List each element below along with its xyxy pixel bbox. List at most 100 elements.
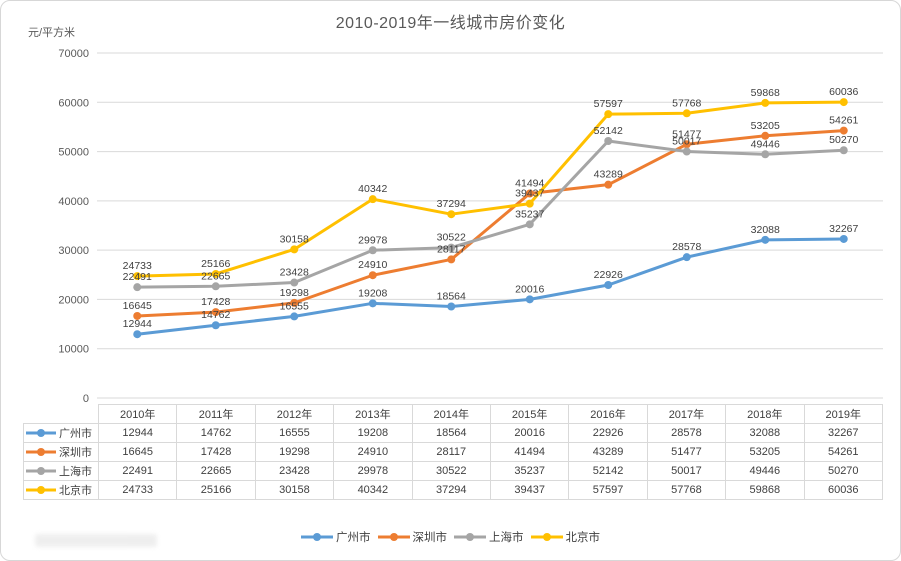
data-label: 17428 <box>201 296 230 308</box>
table-header-cell: 2011年 <box>176 404 256 424</box>
series-line-1 <box>135 129 846 318</box>
legend-line-icon <box>26 429 56 437</box>
data-point-marker <box>604 110 613 119</box>
table-corner-cell <box>24 405 99 424</box>
table-cell: 30522 <box>411 461 491 481</box>
data-label: 22665 <box>201 270 230 282</box>
data-point-marker <box>211 308 220 317</box>
legend-line-icon <box>26 486 56 494</box>
table-row: 广州市 12944 14762 16555 19208 18564 20016 22926 28… <box>23 423 884 443</box>
table-cell: 52142 <box>568 461 648 481</box>
table-cell: 32267 <box>803 423 884 443</box>
data-label: 12944 <box>123 318 152 330</box>
data-point-marker <box>761 98 770 107</box>
legend-item-1: 深圳市 <box>377 529 447 545</box>
table-row: 北京市 24733 25166 30158 40342 37294 39437 57597 57… <box>23 480 884 500</box>
table-cell: 16645 <box>97 442 178 462</box>
table-cell: 50017 <box>646 461 727 481</box>
data-point-marker <box>368 271 377 280</box>
data-point-marker <box>447 210 456 219</box>
data-label: 29978 <box>358 234 387 246</box>
table-cell: 57768 <box>646 480 727 500</box>
data-point-marker <box>368 299 377 308</box>
data-label: 60036 <box>829 86 858 98</box>
legend-line-icon <box>454 533 486 541</box>
legend-item-label: 北京市 <box>565 532 601 544</box>
data-label: 19208 <box>358 287 387 299</box>
table-cell: 22926 <box>568 423 648 443</box>
table-cell: 50270 <box>803 461 884 481</box>
chart-legend: 广州市 深圳市 上海市 北京市 <box>1 529 900 545</box>
table-cell: 57597 <box>568 480 648 500</box>
data-point-marker <box>133 311 142 320</box>
table-header-cell: 2010年 <box>97 404 178 424</box>
data-point-marker <box>447 255 456 264</box>
table-cell: 24733 <box>97 480 178 500</box>
data-point-marker <box>133 330 142 339</box>
data-label: 52142 <box>594 125 623 137</box>
data-point-marker <box>525 189 534 198</box>
table-cell: 54261 <box>803 442 884 462</box>
data-point-marker <box>761 235 770 244</box>
data-point-marker <box>290 312 299 321</box>
y-tick-label: 30000 <box>58 245 89 257</box>
legend-key-cell: 广州市 <box>23 423 99 443</box>
table-cell: 25166 <box>176 480 256 500</box>
data-label: 28117 <box>437 243 466 255</box>
table-cell: 30158 <box>254 480 335 500</box>
table-header-cell: 2013年 <box>333 404 413 424</box>
table-cell: 39437 <box>489 480 570 500</box>
y-tick-label: 70000 <box>58 48 89 60</box>
data-label: 14762 <box>201 309 230 321</box>
data-point-marker <box>290 245 299 254</box>
table-cell: 12944 <box>97 423 178 443</box>
table-header-row: 2010年 2011年 2012年 2013年 2014年 2015年 2016年 2017年… <box>24 404 884 424</box>
y-tick-label: 60000 <box>58 97 89 109</box>
data-point-marker <box>761 131 770 140</box>
data-label: 24910 <box>358 259 387 271</box>
data-point-marker <box>761 150 770 159</box>
line-chart-plot: 0 10000 20000 30000 40000 50000 60000 70000 1294… <box>58 48 883 405</box>
legend-line-icon <box>377 533 410 541</box>
data-label: 19298 <box>280 287 309 299</box>
data-label: 59868 <box>751 87 780 99</box>
data-label: 24733 <box>123 260 152 272</box>
data-point-marker <box>211 282 220 291</box>
data-point-marker <box>839 98 848 107</box>
table-header-cell: 2016年 <box>568 404 648 424</box>
data-label: 43289 <box>594 169 623 181</box>
table-header-cell: 2015年 <box>489 404 570 424</box>
data-point-marker <box>682 140 691 149</box>
legend-item-label: 广州市 <box>336 532 371 544</box>
legend-line-icon <box>26 448 56 456</box>
data-label: 20016 <box>515 283 544 295</box>
data-point-marker <box>211 269 220 278</box>
data-label: 51477 <box>672 128 701 140</box>
table-cell: 28117 <box>411 442 491 462</box>
table-cell: 18564 <box>411 423 491 443</box>
table-cell: 16555 <box>254 423 335 443</box>
legend-item-0: 广州市 <box>301 529 371 545</box>
y-axis-unit-label: 元/平方米 <box>28 27 76 39</box>
table-cell: 49446 <box>725 461 805 481</box>
data-point-marker <box>525 199 534 208</box>
y-tick-label: 20000 <box>58 294 89 306</box>
data-label: 37294 <box>437 198 466 210</box>
legend-item-2: 上海市 <box>454 529 524 545</box>
data-label: 18564 <box>437 291 466 303</box>
data-label: 49446 <box>751 138 780 150</box>
data-point-marker <box>839 234 848 243</box>
table-cell: 51477 <box>646 442 727 462</box>
chart-title: 2010-2019年一线城市房价变化 <box>335 15 566 32</box>
data-point-marker <box>290 278 299 287</box>
table-cell: 35237 <box>489 461 570 481</box>
watermark <box>35 534 157 547</box>
data-label: 22491 <box>123 271 152 283</box>
data-label: 41494 <box>515 177 544 189</box>
data-point-marker <box>525 220 534 229</box>
legend-item-label: 上海市 <box>489 532 524 544</box>
legend-line-icon <box>530 533 563 541</box>
table-header-cell: 2018年 <box>725 404 805 424</box>
table-cell: 53205 <box>725 442 805 462</box>
